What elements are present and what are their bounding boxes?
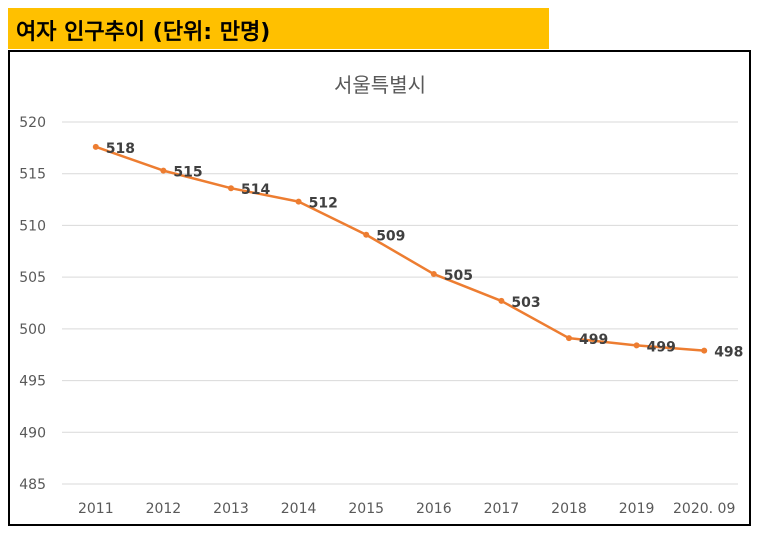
data-label: 512 xyxy=(309,196,338,212)
x-tick-label: 2018 xyxy=(551,501,587,517)
data-point xyxy=(228,185,234,192)
x-axis-ticks: 2011 2012 2013 2014 2015 2016 2017 2018 2019 2020… xyxy=(78,501,735,517)
x-tick-label: 2017 xyxy=(484,501,520,517)
data-label: 499 xyxy=(579,332,608,348)
x-tick-label: 2014 xyxy=(281,501,317,517)
x-tick-label: 2019 xyxy=(619,501,655,517)
y-axis-ticks: 485 490 495 500 505 510 515 520 xyxy=(19,115,46,493)
banner-title: 여자 인구추이 (단위: 만명) xyxy=(16,20,271,45)
x-tick-label: 2015 xyxy=(348,501,384,517)
chart-frame xyxy=(8,50,751,526)
data-point xyxy=(701,347,708,354)
data-point xyxy=(566,335,572,342)
data-label: 509 xyxy=(376,229,405,245)
x-tick-label: 2013 xyxy=(213,501,249,517)
y-tick-label: 500 xyxy=(19,322,46,338)
data-label: 514 xyxy=(241,182,270,198)
data-label: 515 xyxy=(173,165,202,181)
gridlines xyxy=(62,121,738,485)
data-point xyxy=(498,297,505,304)
y-tick-label: 505 xyxy=(19,270,46,286)
x-tick-label: 2011 xyxy=(78,501,114,517)
title-banner: 여자 인구추이 (단위: 만명) xyxy=(8,8,549,49)
y-tick-label: 520 xyxy=(19,115,46,131)
x-tick-label: 2016 xyxy=(416,501,452,517)
data-label: 499 xyxy=(647,339,676,355)
data-point xyxy=(430,271,437,278)
data-point xyxy=(633,342,640,349)
data-point xyxy=(363,231,370,238)
series-layer xyxy=(92,143,708,354)
data-label: 518 xyxy=(106,141,135,157)
y-tick-label: 515 xyxy=(19,167,46,183)
data-point xyxy=(295,198,302,205)
x-tick-label: 2012 xyxy=(146,501,182,517)
y-tick-label: 495 xyxy=(19,374,46,390)
y-tick-label: 510 xyxy=(19,218,46,234)
data-label: 503 xyxy=(511,295,540,311)
series-line xyxy=(95,145,705,352)
data-label: 498 xyxy=(714,345,743,361)
data-label: 505 xyxy=(444,268,473,284)
data-labels: 518 515 514 512 509 505 503 499 499 498 xyxy=(106,141,744,361)
y-tick-label: 485 xyxy=(19,477,46,493)
data-point xyxy=(160,167,167,174)
data-point xyxy=(92,143,99,150)
y-tick-label: 490 xyxy=(19,425,46,441)
x-tick-label: 2020. 09 xyxy=(673,501,735,517)
chart-title: 서울특별시 xyxy=(334,73,426,97)
